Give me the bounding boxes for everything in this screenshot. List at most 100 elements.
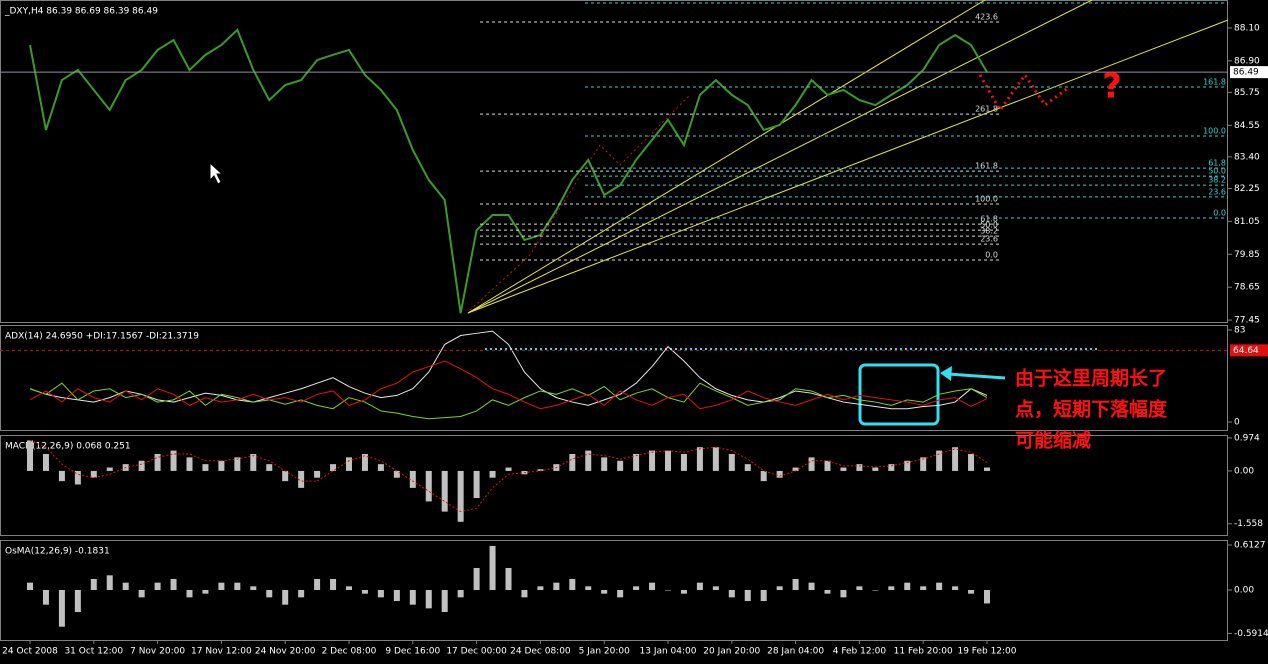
y-tick-label: 0.6127: [1234, 541, 1266, 551]
histogram-bar: [856, 586, 863, 590]
histogram-bar: [936, 582, 943, 590]
histogram-bar: [776, 586, 783, 590]
histogram-bar: [776, 470, 783, 478]
last-price-label: 86.49: [1233, 68, 1259, 78]
x-tick-label: 28 Jan 04:00: [767, 647, 824, 657]
adx-panel: [0, 325, 1228, 431]
histogram-bar: [58, 470, 65, 482]
osma-panel: [0, 540, 1228, 641]
histogram-bar: [154, 582, 161, 590]
x-tick-label: 7 Nov 20:00: [130, 647, 185, 657]
x-tick-label: 4 Feb 12:00: [833, 647, 887, 657]
panel-title: MACD(12,26,9) 0.068 0.251: [5, 442, 131, 452]
histogram-bar: [505, 467, 512, 471]
histogram-bar: [920, 586, 927, 590]
histogram-bar: [346, 586, 352, 590]
fan-lines: [467, 0, 1229, 314]
histogram-bar: [377, 464, 384, 471]
x-tick-label: 17 Dec 00:00: [446, 647, 507, 657]
histogram-bar: [58, 590, 65, 627]
series-line: [29, 360, 988, 410]
y-tick-label: 78.65: [1234, 283, 1260, 293]
histogram-bar: [441, 590, 448, 613]
histogram-bar: [872, 467, 879, 471]
histogram-bar: [696, 582, 703, 590]
x-tick-label: 20 Jan 20:00: [703, 647, 760, 657]
histogram-bar: [872, 590, 879, 591]
fib-label: 50.0: [1208, 167, 1226, 176]
histogram-bar: [138, 590, 145, 598]
histogram-bar: [824, 460, 831, 471]
histogram-bar: [250, 453, 257, 471]
fan-line: [467, 19, 1229, 314]
histogram-bar: [744, 590, 751, 602]
fib-label: 50.0: [980, 221, 998, 230]
highlight-box: [858, 363, 940, 426]
histogram-bar: [489, 545, 496, 590]
histogram-bar: [298, 590, 305, 598]
histogram-bar: [457, 590, 464, 598]
histogram-bar: [792, 467, 799, 471]
fib-label: 100.0: [975, 195, 998, 204]
histogram-bar: [170, 578, 177, 590]
histogram-bar: [840, 590, 847, 598]
histogram-bar: [154, 453, 161, 471]
y-tick-label: 82.25: [1234, 184, 1260, 194]
histogram-bar: [888, 464, 895, 471]
fib-label: 423.6: [975, 12, 998, 21]
y-tick-label: 81.05: [1234, 217, 1260, 227]
histogram-bar: [569, 453, 576, 471]
histogram-bar: [888, 586, 895, 590]
histogram-bar: [601, 457, 608, 471]
y-tick-label: 85.75: [1234, 88, 1260, 98]
y-tick-label: 0.00: [1234, 586, 1254, 596]
x-tick-label: 24 Dec 08:00: [510, 647, 571, 657]
histogram-bar: [473, 567, 480, 590]
y-tick-label: 77.45: [1234, 316, 1260, 326]
histogram-bar: [346, 457, 352, 471]
fib-label: 23.6: [1208, 187, 1226, 196]
arrow: [947, 372, 1006, 380]
histogram-bar: [760, 470, 767, 482]
x-tick-label: 5 Jan 20:00: [579, 647, 631, 657]
histogram-bar: [266, 590, 273, 598]
last-price-box: [1230, 66, 1268, 79]
mouse-cursor: [209, 161, 224, 185]
y-tick-label: 0.974: [1234, 433, 1260, 443]
level-box: [1230, 344, 1268, 357]
panel-title: ADX(14) 24.6950 +DI:17.1567 -DI:21.3719: [5, 332, 199, 342]
question-mark: ?: [1102, 67, 1122, 107]
histogram-bar: [314, 470, 321, 478]
x-tick-label: 17 Nov 12:00: [191, 647, 252, 657]
y-tick-label: 0: [1234, 418, 1240, 428]
histogram-bar: [90, 578, 97, 590]
histogram-bar: [537, 586, 544, 590]
histogram-bar: [984, 590, 990, 604]
histogram-bar: [218, 582, 225, 590]
note-text: 由于这里周期长了: [1015, 367, 1167, 390]
histogram-bar: [202, 590, 209, 594]
histogram-bar: [601, 590, 608, 594]
histogram-bar: [665, 450, 671, 471]
histogram-bar: [393, 590, 400, 602]
histogram-bar: [27, 582, 33, 590]
fib-label: 38.2: [980, 227, 998, 236]
histogram-bar: [856, 464, 863, 471]
fib-label: 23.6: [980, 235, 998, 244]
histogram-bar: [968, 590, 975, 594]
panel-title: OsMA(12,26,9) -0.1831: [5, 547, 110, 557]
y-tick-label: 79.85: [1234, 250, 1260, 260]
fib-label: 0.0: [1213, 209, 1226, 218]
histogram-bar: [409, 590, 416, 605]
histogram-bar: [712, 447, 719, 471]
fib-label: 100.0: [1203, 127, 1226, 136]
series-line: [29, 28, 988, 314]
histogram-bar: [250, 586, 257, 590]
histogram-bar: [728, 590, 735, 598]
histogram-bar: [585, 450, 592, 471]
histogram-bar: [649, 582, 656, 590]
histogram-bar: [633, 453, 640, 471]
histogram-bar: [617, 590, 624, 598]
histogram-bar: [330, 464, 337, 471]
